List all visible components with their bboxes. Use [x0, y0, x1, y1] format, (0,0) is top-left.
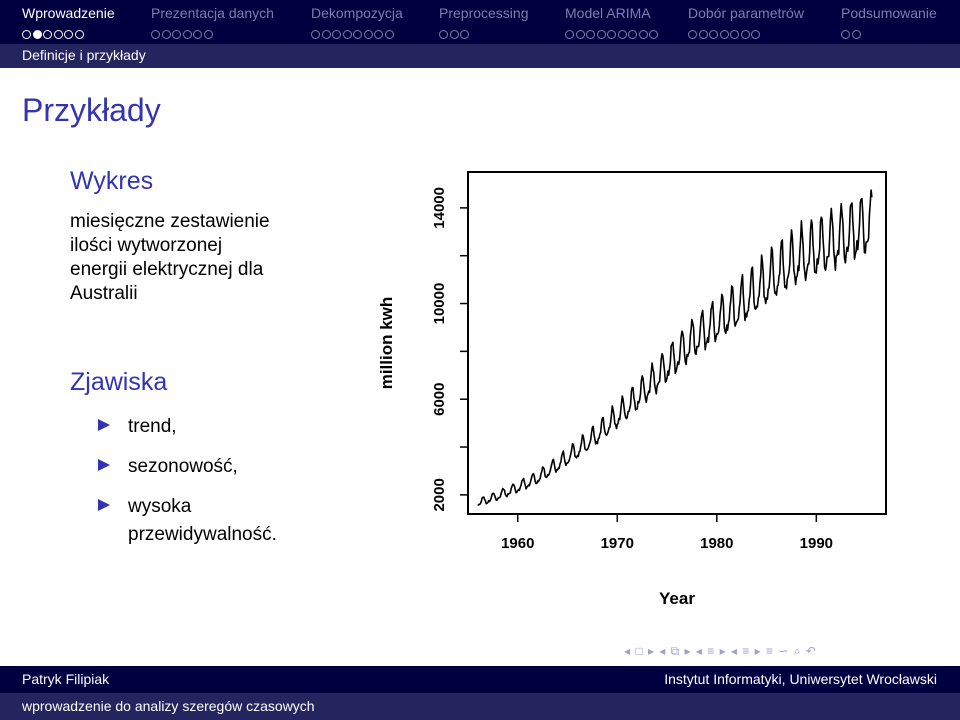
nav-slide-dot[interactable]	[32, 30, 42, 39]
subsection-bar: Definicje i przykłady	[0, 44, 960, 68]
nav-slide-dot[interactable]	[851, 30, 861, 39]
beamer-navigation-symbols[interactable]: ◂ □ ▸ ◂ ⧉ ▸ ◂ ≡ ▸ ◂ ≡ ▸ ≡ ∽ ⌕ ↶	[624, 644, 817, 658]
nav-slide-dot[interactable]	[709, 30, 718, 39]
frame-title: Przykłady	[22, 92, 161, 128]
nav-slide-dot[interactable]	[374, 30, 383, 39]
list-item-sezonowosc: sezonowość,	[128, 456, 238, 477]
footer-institute: Instytut Informatyki, Uniwersytet Wrocła…	[664, 671, 937, 687]
nav-slide-dot[interactable]	[53, 30, 63, 39]
nav-section-dots	[688, 26, 762, 39]
nav-slide-dot[interactable]	[617, 30, 627, 39]
nav-section-dots	[439, 26, 471, 39]
nav-section-5[interactable]: Model ARIMA	[565, 5, 651, 21]
x-tick-label: 1970	[601, 535, 634, 552]
nav-slide-dot[interactable]	[565, 30, 574, 39]
body-line: ilości wytworzonej	[70, 235, 223, 256]
plot-frame	[467, 171, 887, 515]
body-line: energii elektrycznej dla	[70, 259, 264, 280]
nav-slide-dot[interactable]	[182, 30, 192, 39]
nav-section-3[interactable]: Dekompozycja	[311, 5, 403, 21]
nav-slide-dot[interactable]	[586, 30, 595, 39]
bullet-icon	[98, 459, 110, 471]
nav-slide-dot[interactable]	[439, 30, 448, 39]
nav-slide-dot[interactable]	[698, 30, 708, 39]
subsection-title[interactable]: Definicje i przykłady	[22, 47, 146, 63]
nav-slide-dot[interactable]	[203, 30, 213, 39]
bullet-icon	[98, 499, 110, 511]
nav-section-dots	[841, 26, 862, 39]
y-tick-label: 10000	[431, 283, 448, 325]
nav-slide-dot[interactable]	[730, 30, 739, 39]
nav-section-2[interactable]: Prezentacja danych	[151, 5, 274, 21]
nav-slide-dot[interactable]	[628, 30, 637, 39]
body-line: miesięczne zestawienie	[70, 211, 270, 232]
nav-section-dots	[22, 26, 85, 39]
nav-slide-dot[interactable]	[460, 30, 469, 39]
nav-slide-dot[interactable]	[311, 30, 320, 39]
nav-slide-dot[interactable]	[740, 30, 750, 39]
footer-short-title: wprowadzenie do analizy szeregów czasowy…	[22, 698, 315, 714]
nav-slide-dot[interactable]	[64, 30, 73, 39]
footer-title-bar: wprowadzenie do analizy szeregów czasowy…	[0, 693, 960, 720]
body-line: Australii	[70, 283, 138, 304]
nav-slide-dot[interactable]	[688, 30, 697, 39]
y-axis-label: million kwh	[377, 297, 396, 390]
nav-slide-dot[interactable]	[193, 30, 202, 39]
nav-slide-dot[interactable]	[649, 30, 658, 39]
x-tick-label: 1960	[501, 535, 534, 552]
y-tick-label: 14000	[431, 187, 448, 229]
nav-slide-dot[interactable]	[638, 30, 648, 39]
nav-section-dots	[565, 26, 660, 39]
series-line	[477, 189, 873, 507]
list-item-przewidywalnosc: przewidywalność.	[128, 524, 277, 545]
nav-slide-dot[interactable]	[751, 30, 760, 39]
nav-slide-dot[interactable]	[363, 30, 373, 39]
x-tick-label: 1990	[800, 535, 833, 552]
nav-slide-dot[interactable]	[449, 30, 459, 39]
nav-slide-dot[interactable]	[342, 30, 352, 39]
nav-section-7[interactable]: Podsumowanie	[841, 5, 937, 21]
nav-section-4[interactable]: Preprocessing	[439, 5, 529, 21]
footer-author: Patryk Filipiak	[22, 671, 110, 687]
nav-slide-dot[interactable]	[332, 30, 341, 39]
nav-section-dots	[311, 26, 395, 39]
nav-slide-dot[interactable]	[22, 30, 31, 39]
section-navigation-bar	[0, 0, 960, 44]
nav-slide-dot[interactable]	[719, 30, 729, 39]
block-body-wykres: miesięczne zestawienie ilości wytworzone…	[70, 210, 270, 306]
nav-slide-dot[interactable]	[151, 30, 160, 39]
nav-slide-dot[interactable]	[384, 30, 394, 39]
nav-slide-dot[interactable]	[596, 30, 606, 39]
nav-slide-dot[interactable]	[321, 30, 331, 39]
nav-section-1[interactable]: Wprowadzenie	[22, 5, 115, 21]
footer-bar: Patryk Filipiak Instytut Informatyki, Un…	[0, 666, 960, 693]
nav-slide-dot[interactable]	[172, 30, 181, 39]
block-title-wykres: Wykres	[70, 167, 154, 195]
nav-slide-dot[interactable]	[841, 30, 850, 39]
y-tick-label: 6000	[431, 383, 448, 416]
nav-slide-dot[interactable]	[74, 30, 84, 39]
x-axis-label: Year	[659, 589, 695, 608]
block-title-zjawiska: Zjawiska	[70, 368, 168, 396]
y-tick-label: 2000	[431, 478, 448, 511]
nav-slide-dot[interactable]	[353, 30, 362, 39]
nav-slide-dot[interactable]	[607, 30, 616, 39]
nav-slide-dot[interactable]	[575, 30, 585, 39]
list-item-trend: trend,	[128, 416, 177, 437]
nav-section-6[interactable]: Dobór parametrów	[688, 5, 804, 21]
nav-slide-dot[interactable]	[43, 30, 52, 39]
nav-slide-dot[interactable]	[161, 30, 171, 39]
list-item-wysoka: wysoka	[128, 496, 192, 517]
nav-section-dots	[151, 26, 214, 39]
x-tick-label: 1980	[700, 535, 733, 552]
bullet-icon	[98, 419, 110, 431]
